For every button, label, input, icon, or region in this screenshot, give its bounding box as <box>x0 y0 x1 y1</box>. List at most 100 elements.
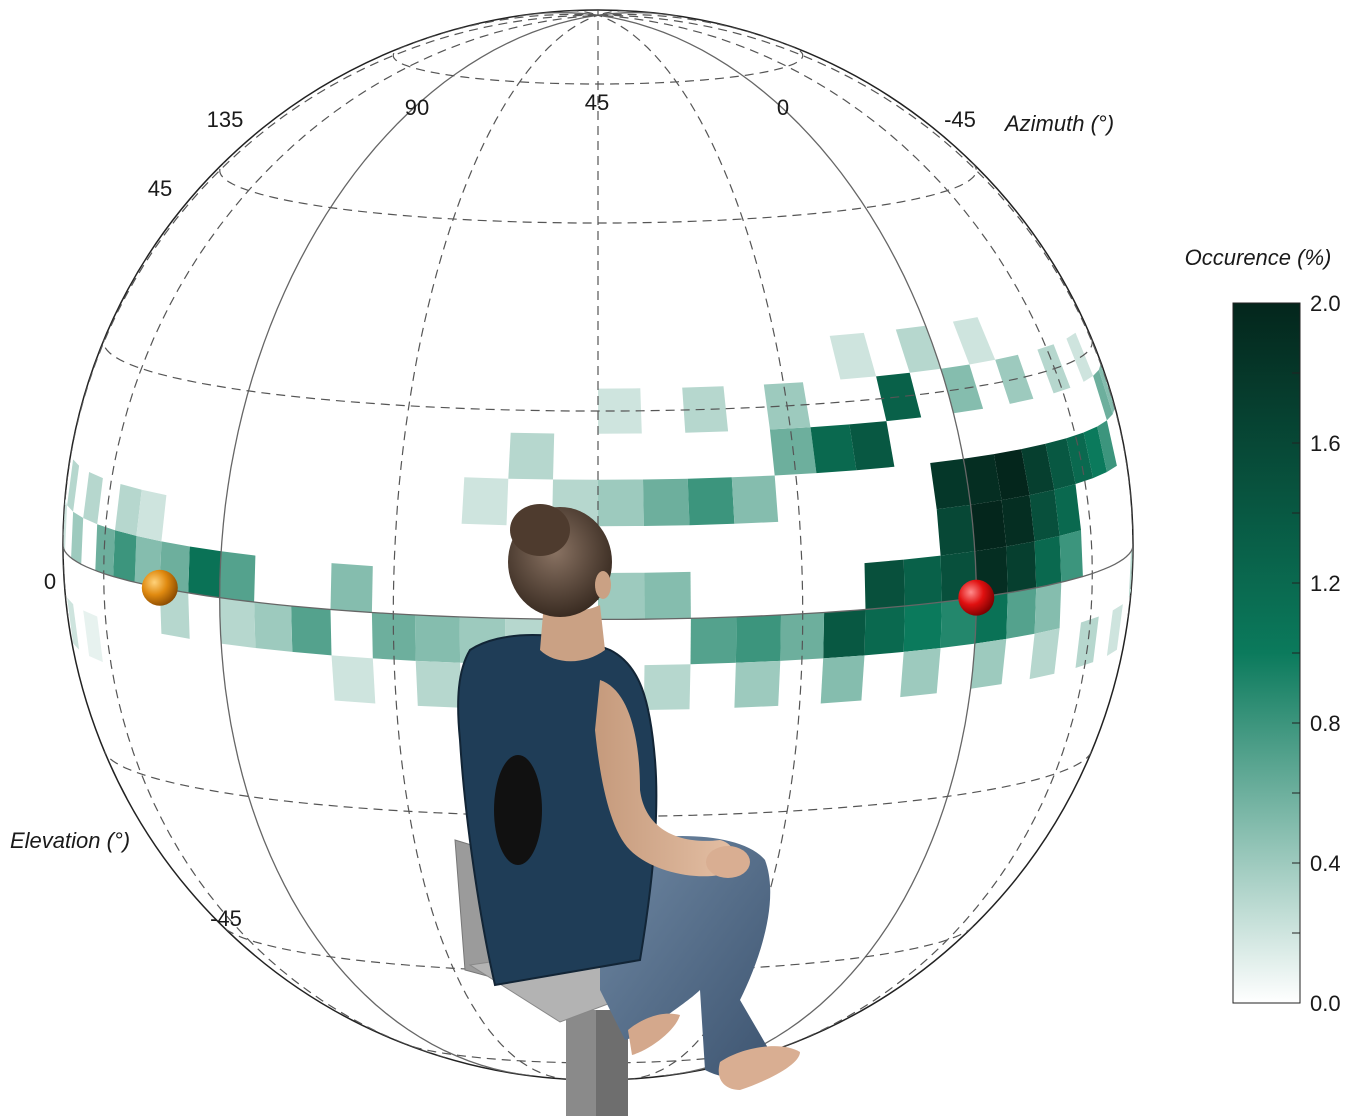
parallel-line <box>103 338 1093 412</box>
heatmap-cell <box>643 478 690 526</box>
azimuth-tick: 135 <box>207 107 244 132</box>
azimuth-tick-labels: 135 90 45 0 -45 <box>207 90 976 132</box>
heatmap-cell <box>1106 604 1123 656</box>
parallel-line <box>392 43 804 85</box>
heatmap-cell <box>71 511 84 565</box>
meridian-line <box>597 14 1133 619</box>
arm <box>595 680 735 877</box>
heatmap-cell <box>115 484 142 536</box>
heatmap-cell <box>63 498 68 552</box>
heatmap-cell <box>1075 616 1099 668</box>
heatmap-cell <box>900 648 941 698</box>
heatmap-cell <box>849 421 895 471</box>
heatmap-cell <box>1066 332 1094 382</box>
colorbar-tick-label: 1.2 <box>1310 571 1341 596</box>
hair-bun <box>510 504 570 556</box>
colorbar-tick-label: 0.8 <box>1310 711 1341 736</box>
meridian-line <box>597 13 784 44</box>
heatmap-cell <box>644 571 691 620</box>
heatmap-cell <box>864 606 905 656</box>
heatmap-cell <box>829 332 877 380</box>
heatmap-cell <box>415 615 461 663</box>
meridian-line <box>392 14 599 1080</box>
target-markers <box>141 569 995 616</box>
heatmap-cell <box>291 606 332 656</box>
heatmap-cell <box>113 530 137 583</box>
heatmap-cell <box>83 472 103 525</box>
heatmap-cell <box>461 477 509 526</box>
heatmap-cell <box>864 559 905 610</box>
heatmap-cell <box>735 615 781 663</box>
meridian-line <box>412 13 599 44</box>
elevation-tick: 0 <box>44 569 56 594</box>
parallel-line <box>219 161 977 224</box>
heatmap-cell <box>1006 541 1037 593</box>
heatmap-cell <box>67 597 80 650</box>
elevation-tick: -45 <box>210 906 242 931</box>
heatmap-cell <box>1083 426 1107 479</box>
heatmap-cell <box>598 479 644 527</box>
heatmap-cell <box>687 477 735 526</box>
colorbar-tick-label: 1.6 <box>1310 431 1341 456</box>
azimuth-tick: 0 <box>777 95 789 120</box>
azimuth-tick: 45 <box>585 90 609 115</box>
heatmap-cell <box>1098 363 1115 415</box>
heatmap-cell <box>1128 545 1133 598</box>
heatmap-cell <box>936 504 975 556</box>
meridian-line <box>597 11 677 17</box>
heatmap-cell <box>415 660 462 708</box>
heatmap-cell <box>780 612 825 661</box>
heatmap-cell <box>940 364 984 414</box>
heatmap-cell <box>993 449 1030 501</box>
meridian-line <box>103 14 599 1059</box>
heatmap-cell <box>1066 432 1094 484</box>
heatmap-cell <box>1021 443 1055 496</box>
orange-target-marker <box>141 569 178 606</box>
meridian-line <box>519 11 599 17</box>
heatmap-cell <box>508 432 555 480</box>
heatmap-cell <box>67 459 80 512</box>
azimuth-tick: 90 <box>405 95 429 120</box>
heatmap-cell <box>1097 420 1117 472</box>
meridian-line <box>597 14 1093 1059</box>
colorbar-label: Occurence (%) <box>1185 245 1332 270</box>
heatmap-cell <box>903 555 942 606</box>
heatmap-cell <box>330 563 373 613</box>
heatmap-cell <box>1093 369 1113 421</box>
heatmap-cell <box>1054 484 1081 536</box>
heatmap-cell <box>1029 489 1060 542</box>
heatmap-cell <box>331 655 376 704</box>
heatmap-cell <box>219 551 256 602</box>
seated-person-illustration <box>454 504 800 1116</box>
colorbar: Occurence (%) 2.0 1.6 1.2 0.8 0.4 0.0 <box>1185 245 1341 1016</box>
heatmap-cell <box>1034 535 1062 588</box>
heatmap-cell <box>1029 628 1060 680</box>
heatmap-cell <box>952 317 996 365</box>
heatmap-cell <box>1006 587 1037 639</box>
heatmap-cell <box>219 597 256 648</box>
meridian-line <box>63 14 599 619</box>
heatmap-cell <box>136 489 167 542</box>
heatmap-cell <box>903 602 942 652</box>
elevation-tick: 45 <box>148 176 172 201</box>
heatmap-cell <box>810 424 857 474</box>
colorbar-gradient <box>1232 302 1301 1004</box>
meridian-line <box>597 14 977 1077</box>
elevation-tick-labels: 45 0 -45 <box>44 176 242 931</box>
heatmap-cell <box>95 524 115 577</box>
heatmap-cell <box>823 609 866 659</box>
azimuth-axis-label: Azimuth (°) <box>1003 111 1114 136</box>
colorbar-ticks: 2.0 1.6 1.2 0.8 0.4 0.0 <box>1292 291 1341 1016</box>
meridian-line <box>569 10 599 16</box>
meridian-line <box>219 14 599 1077</box>
heatmap-cell <box>731 475 779 524</box>
back-sensor <box>494 755 542 865</box>
heatmap-cell <box>1034 582 1062 634</box>
heatmap-cell <box>734 660 781 708</box>
heatmap-cell <box>690 616 737 665</box>
heatmap-cell <box>371 612 416 661</box>
heatmap-cell <box>254 602 293 652</box>
colorbar-tick-label: 2.0 <box>1310 291 1341 316</box>
heatmap-cell <box>930 458 971 510</box>
